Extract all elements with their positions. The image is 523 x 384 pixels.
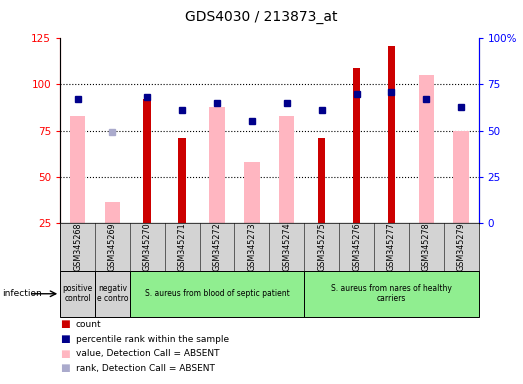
Bar <box>70 116 85 223</box>
Text: GSM345279: GSM345279 <box>457 222 465 271</box>
Text: rank, Detection Call = ABSENT: rank, Detection Call = ABSENT <box>76 364 215 373</box>
Text: GSM345268: GSM345268 <box>73 222 82 271</box>
Text: count: count <box>76 320 101 329</box>
Bar <box>95 271 130 317</box>
Bar <box>60 271 95 317</box>
Bar <box>143 99 151 223</box>
Text: S. aureus from nares of healthy
carriers: S. aureus from nares of healthy carriers <box>331 284 452 303</box>
Bar <box>244 162 259 223</box>
Text: ■: ■ <box>60 363 70 373</box>
Bar <box>279 116 294 223</box>
Text: ■: ■ <box>60 334 70 344</box>
Text: GSM345274: GSM345274 <box>282 222 291 271</box>
Text: GSM345272: GSM345272 <box>212 222 222 271</box>
Text: GSM345278: GSM345278 <box>422 222 431 271</box>
Text: negativ
e contro: negativ e contro <box>97 284 128 303</box>
Bar <box>388 46 395 223</box>
Text: GSM345273: GSM345273 <box>247 222 256 271</box>
Text: GSM345275: GSM345275 <box>317 222 326 271</box>
Text: infection: infection <box>3 289 42 298</box>
Bar <box>453 131 469 223</box>
Text: GSM345276: GSM345276 <box>352 222 361 271</box>
Bar <box>178 138 186 223</box>
Bar <box>353 68 360 223</box>
Bar <box>209 107 225 223</box>
Text: GDS4030 / 213873_at: GDS4030 / 213873_at <box>185 10 338 23</box>
Bar <box>304 271 479 317</box>
Text: GSM345277: GSM345277 <box>387 222 396 271</box>
Text: ■: ■ <box>60 319 70 329</box>
Text: GSM345270: GSM345270 <box>143 222 152 271</box>
Text: GSM345271: GSM345271 <box>178 222 187 271</box>
Bar <box>130 271 304 317</box>
Text: positive
control: positive control <box>62 284 93 303</box>
Bar <box>318 138 325 223</box>
Text: value, Detection Call = ABSENT: value, Detection Call = ABSENT <box>76 349 219 358</box>
Text: S. aureus from blood of septic patient: S. aureus from blood of septic patient <box>145 289 289 298</box>
Bar <box>105 202 120 223</box>
Text: percentile rank within the sample: percentile rank within the sample <box>76 334 229 344</box>
Bar <box>418 75 434 223</box>
Text: ■: ■ <box>60 349 70 359</box>
Text: GSM345269: GSM345269 <box>108 222 117 271</box>
